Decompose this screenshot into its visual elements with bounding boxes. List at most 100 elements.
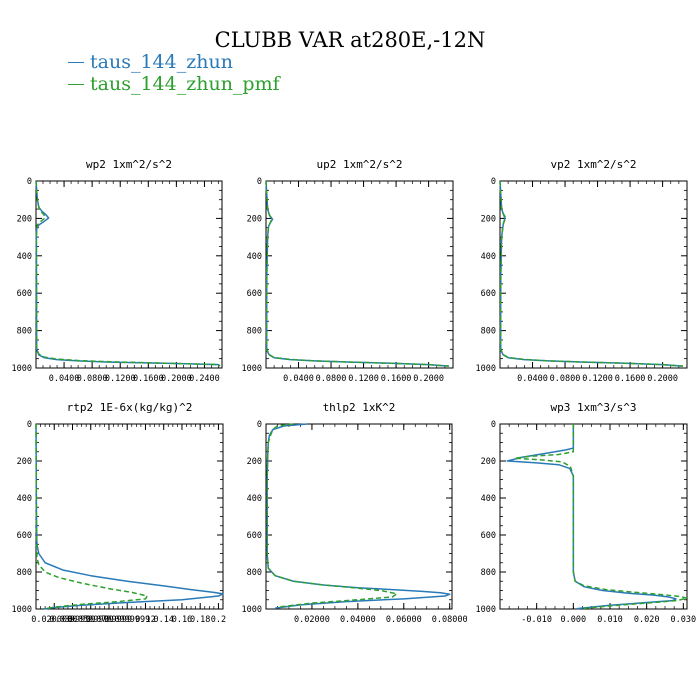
- y-tick-label: 1000: [242, 605, 262, 615]
- legend-entry-series-2: taus_144_zhun_pmf: [68, 73, 280, 95]
- panel-title: wp2 1xm^2/s^2: [86, 158, 172, 171]
- y-tick-label: 600: [247, 531, 262, 541]
- x-tick-label: 0.0800: [77, 374, 108, 384]
- y-tick-label: 1000: [12, 364, 32, 374]
- y-tick-label: 1000: [242, 364, 262, 374]
- x-tick-label: 0.14: [153, 615, 173, 625]
- series-line-1: [265, 180, 449, 367]
- x-tick-label: 0.06000: [386, 615, 422, 625]
- x-tick-label: 0.18: [190, 615, 210, 625]
- y-tick-label: 0: [257, 177, 262, 187]
- legend-label-series-2: taus_144_zhun_pmf: [90, 73, 280, 95]
- y-tick-label: 400: [247, 494, 262, 504]
- x-tick-label: 0.0399999: [49, 615, 95, 625]
- y-tick-label: 800: [17, 568, 32, 578]
- plot-frame: [499, 423, 688, 610]
- x-tick-label: 0.010: [597, 615, 623, 625]
- x-tick-label: 0.2: [211, 615, 226, 625]
- x-tick-label: 0.1600: [381, 374, 412, 384]
- y-tick-label: 1000: [476, 605, 496, 615]
- panel-title: vp2 1xm^2/s^2: [550, 158, 636, 171]
- x-tick-label: 0.0799999: [86, 615, 132, 625]
- series-line-1: [499, 180, 683, 367]
- y-tick-label: 0: [257, 420, 262, 430]
- panel-title: thlp2 1xK^2: [323, 401, 396, 414]
- series-line-2: [35, 180, 221, 367]
- series-line-2: [513, 424, 688, 610]
- y-tick-label: 0: [27, 177, 32, 187]
- x-tick-label: -0.010: [521, 615, 552, 625]
- x-tick-label: 0.04000: [340, 615, 376, 625]
- legend-label-series-1: taus_144_zhun: [90, 51, 233, 73]
- y-tick-label: 600: [481, 289, 496, 299]
- series-line-2: [499, 180, 683, 367]
- x-tick-label: 0.0599999: [68, 615, 114, 625]
- x-tick-label: 0.1200: [105, 374, 136, 384]
- y-tick-label: 400: [17, 494, 32, 504]
- x-tick-label: 0.2000: [413, 374, 444, 384]
- y-tick-label: 200: [247, 457, 262, 467]
- y-tick-label: 0: [491, 420, 496, 430]
- y-tick-label: 600: [247, 289, 262, 299]
- x-tick-label: 0.020: [634, 615, 660, 625]
- y-tick-label: 800: [481, 568, 496, 578]
- x-tick-label: 0.1600: [615, 374, 646, 384]
- y-tick-label: 200: [247, 214, 262, 224]
- series-line-1: [506, 424, 677, 610]
- figure-title: CLUBB VAR at280E,-12N: [214, 28, 486, 52]
- y-tick-label: 400: [481, 494, 496, 504]
- y-tick-label: 600: [481, 531, 496, 541]
- y-tick-label: 800: [247, 327, 262, 337]
- x-tick-label: 0.0200000: [31, 615, 77, 625]
- y-tick-label: 200: [17, 214, 32, 224]
- y-tick-label: 400: [481, 252, 496, 262]
- x-tick-label: 0.030: [671, 615, 697, 625]
- series-line-2: [265, 180, 449, 367]
- panel-title: wp3 1xm^3/s^3: [550, 401, 636, 414]
- y-tick-label: 0: [491, 177, 496, 187]
- series-line-1: [266, 423, 451, 609]
- panel-title: up2 1xm^2/s^2: [316, 158, 402, 171]
- y-tick-label: 800: [17, 327, 32, 337]
- x-tick-label: 0.0400: [517, 374, 548, 384]
- plot-frame: [35, 180, 223, 369]
- x-tick-label: 0.08000: [432, 615, 468, 625]
- x-tick-label: 0.02000: [294, 615, 330, 625]
- x-tick-label: 0.2400: [189, 374, 220, 384]
- x-tick-label: 0.0400: [283, 374, 314, 384]
- y-tick-label: 400: [17, 252, 32, 262]
- plot-frame: [499, 180, 688, 369]
- y-tick-label: 200: [17, 457, 32, 467]
- x-tick-label: 0.0400: [49, 374, 80, 384]
- x-tick-label: 0.1200: [348, 374, 379, 384]
- series-line-1: [35, 180, 221, 367]
- x-tick-label: 0.12: [135, 615, 155, 625]
- y-tick-label: 400: [247, 252, 262, 262]
- x-tick-label: 0.16: [172, 615, 192, 625]
- y-tick-label: 600: [17, 531, 32, 541]
- y-tick-label: 200: [481, 214, 496, 224]
- x-tick-label: 0.0999999: [104, 615, 150, 625]
- x-tick-label: 0.000: [561, 615, 587, 625]
- y-tick-label: 1000: [476, 364, 496, 374]
- y-tick-label: 600: [17, 289, 32, 299]
- legend-entry-series-1: taus_144_zhun: [68, 51, 233, 73]
- y-tick-label: 200: [481, 457, 496, 467]
- legend-swatch-series-2: [68, 83, 84, 85]
- series-line-2: [266, 423, 398, 608]
- y-tick-label: 800: [247, 568, 262, 578]
- x-tick-label: 0.1600: [133, 374, 164, 384]
- x-tick-label: 0.2000: [161, 374, 192, 384]
- x-tick-label: 0.1200: [582, 374, 613, 384]
- x-tick-label: 0.0800: [316, 374, 347, 384]
- plot-frame: [265, 180, 454, 369]
- legend-swatch-series-1: [68, 61, 84, 63]
- series-line-2: [35, 423, 149, 610]
- x-tick-label: 0.0800: [550, 374, 581, 384]
- x-tick-label: 0.2000: [647, 374, 678, 384]
- y-tick-label: 0: [27, 420, 32, 430]
- series-line-1: [35, 423, 224, 610]
- y-tick-label: 1000: [12, 605, 32, 615]
- y-tick-label: 800: [481, 327, 496, 337]
